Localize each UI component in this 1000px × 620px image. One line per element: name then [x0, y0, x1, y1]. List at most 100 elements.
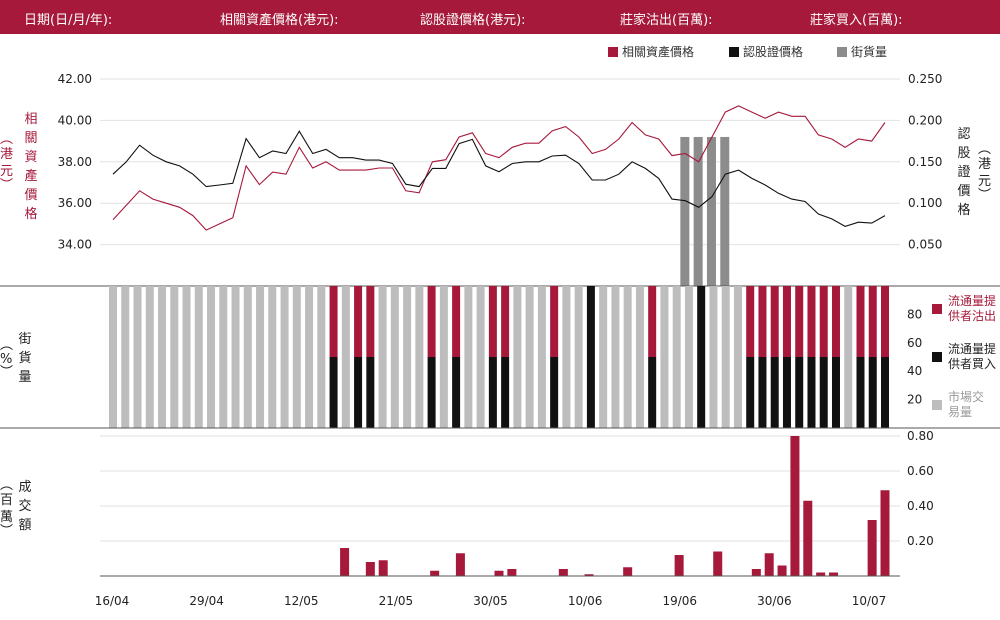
- provider-buy-bar: [868, 357, 877, 428]
- warrant-price-line: [112, 130, 886, 227]
- turnover-bar: [764, 553, 774, 576]
- market-volume-bar: [623, 286, 632, 428]
- provider-sell-bar: [819, 286, 828, 357]
- provider-buy-bar: [881, 357, 889, 428]
- provider-buy-bar: [427, 357, 436, 428]
- provider-sell-bar: [758, 286, 767, 357]
- market-volume-bar: [599, 286, 608, 428]
- provider-sell-bar: [881, 286, 889, 357]
- right-axis-unit: ︵ 港元 ︶: [978, 142, 992, 203]
- market-volume-bar: [341, 286, 350, 428]
- x-tick-label: 30/06: [757, 594, 792, 608]
- header-buy-label: 莊家買入(百萬):: [810, 13, 903, 28]
- market-volume-bar: [733, 286, 742, 428]
- mid-tick-label: 40: [907, 364, 922, 378]
- turnover-bar: [340, 548, 350, 576]
- mid-legend-market-swatch: [932, 400, 942, 410]
- market-volume-bar: [672, 286, 681, 428]
- x-tick-label: 19/06: [662, 594, 697, 608]
- provider-buy-bar: [550, 357, 559, 428]
- turnover-bar: [378, 560, 388, 576]
- provider-sell-bar: [831, 286, 840, 357]
- turnover-bar: [365, 562, 375, 576]
- provider-sell-bar: [329, 286, 338, 357]
- provider-sell-bar: [648, 286, 657, 357]
- provider-buy-bar: [831, 357, 840, 428]
- market-volume-bar: [844, 286, 853, 428]
- market-volume-bar: [158, 286, 167, 428]
- turnover-bar: [494, 570, 504, 576]
- x-tick-label: 12/05: [284, 594, 319, 608]
- mid-axis-title: 街貨量: [18, 332, 32, 385]
- market-volume-bar: [403, 286, 412, 428]
- market-volume-bar: [525, 286, 534, 428]
- header-date-label: 日期(日/月/年):: [24, 13, 113, 28]
- market-volume-bar: [219, 286, 228, 428]
- x-tick-label: 16/04: [95, 594, 130, 608]
- right-tick-label: 0.200: [908, 113, 942, 127]
- legend-underlying: 相關資產價格: [608, 43, 694, 60]
- provider-sell-bar: [452, 286, 461, 357]
- provider-buy-bar: [488, 357, 497, 428]
- provider-sell-bar: [550, 286, 559, 357]
- market-volume-bar: [562, 286, 571, 428]
- legend-warrant-label: 認股證價格: [743, 45, 804, 59]
- right-tick-label: 0.250: [908, 72, 942, 86]
- left-tick-label: 36.00: [58, 196, 92, 210]
- market-volume-bar: [243, 286, 252, 428]
- provider-buy-bar: [648, 357, 657, 428]
- turnover-bar: [790, 436, 800, 576]
- mid-axis-unit: ︵% ︶: [0, 338, 14, 380]
- provider-buy-bar: [795, 357, 804, 428]
- left-tick-label: 34.00: [58, 238, 92, 252]
- market-volume-bar: [415, 286, 424, 428]
- turnover-bar: [430, 570, 440, 576]
- legend-street-label: 街貨量: [851, 45, 888, 59]
- bottom-axis-title: 成交額: [18, 480, 32, 533]
- provider-sell-bar: [488, 286, 497, 357]
- street-volume-bar: [720, 136, 730, 286]
- legend-street: 街貨量: [837, 43, 887, 60]
- provider-buy-bar: [501, 357, 510, 428]
- left-tick-label: 38.00: [58, 155, 92, 169]
- right-tick-label: 0.050: [908, 238, 942, 252]
- market-volume-bar: [611, 286, 620, 428]
- market-volume-bar: [317, 286, 326, 428]
- market-volume-bar: [280, 286, 289, 428]
- turnover-bar: [880, 490, 890, 576]
- right-axis-title: 認股證價格: [957, 127, 971, 218]
- provider-sell-bar: [807, 286, 816, 357]
- market-volume-bar: [574, 286, 583, 428]
- market-volume-bar: [721, 286, 730, 428]
- mid-tick-label: 20: [907, 393, 922, 407]
- provider-sell-bar: [770, 286, 779, 357]
- mid-axis-unit-text: %: [0, 352, 13, 367]
- provider-buy-bar: [819, 357, 828, 428]
- provider-buy-bar: [770, 357, 779, 428]
- market-volume-bar: [684, 286, 693, 428]
- left-tick-label: 42.00: [58, 72, 92, 86]
- provider-sell-bar: [782, 286, 791, 357]
- provider-buy-bar: [354, 357, 363, 428]
- provider-sell-bar: [795, 286, 804, 357]
- market-volume-bar: [109, 286, 117, 428]
- left-axis-unit: ︵ 港元 ︶: [0, 132, 14, 193]
- x-tick-label: 30/05: [473, 594, 508, 608]
- market-volume-bar: [292, 286, 301, 428]
- market-volume-bar: [231, 286, 240, 428]
- provider-buy-bar: [807, 357, 816, 428]
- header-warrant-label: 認股證價格(港元):: [420, 13, 526, 28]
- x-tick-label: 29/04: [189, 594, 224, 608]
- provider-sell-bar: [427, 286, 436, 357]
- market-volume-bar: [476, 286, 485, 428]
- market-volume-bar: [635, 286, 644, 428]
- turnover-bar: [867, 520, 877, 576]
- mid-tick-label: 80: [907, 307, 922, 321]
- provider-buy-bar: [586, 286, 595, 428]
- underlying-price-line: [112, 105, 886, 231]
- right-tick-label: 0.150: [908, 155, 942, 169]
- bottom-tick-label: 0.40: [907, 499, 934, 513]
- provider-sell-bar: [746, 286, 755, 357]
- right-tick-label: 0.100: [908, 196, 942, 210]
- market-volume-bar: [660, 286, 669, 428]
